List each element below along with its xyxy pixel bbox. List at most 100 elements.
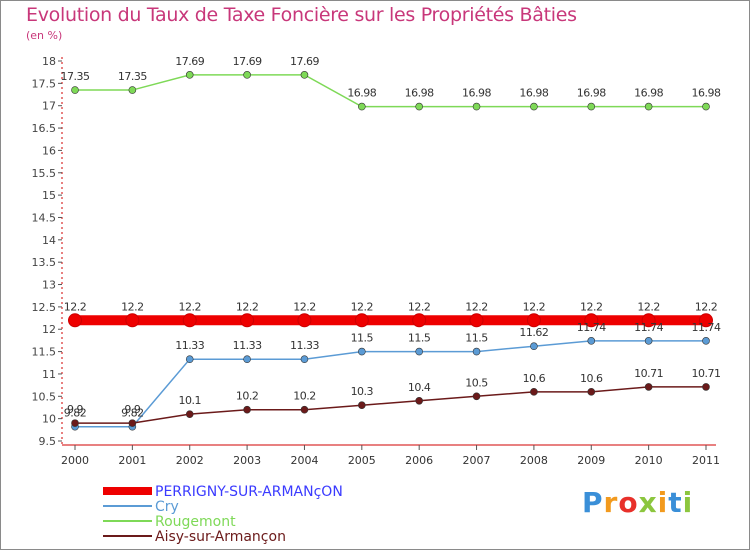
x-tick-label: 2000 — [61, 454, 89, 467]
data-point — [530, 102, 538, 111]
data-label: 11.5 — [351, 332, 374, 345]
data-point — [243, 71, 251, 79]
series-line — [75, 74, 706, 108]
x-tick-label: 2010 — [635, 454, 663, 467]
y-tick-label: 10 — [42, 413, 56, 426]
data-label: 9.9 — [67, 403, 83, 416]
data-label: 12.2 — [465, 300, 488, 313]
legend: PERRIGNY-SUR-ARMANçONCryRougemontAisy-su… — [103, 484, 343, 545]
data-point — [358, 401, 366, 410]
legend-label: Cry — [155, 499, 179, 515]
data-label: 10.71 — [692, 367, 721, 380]
data-label: 12.2 — [695, 300, 718, 313]
data-point — [240, 313, 255, 328]
y-tick-label: 15.5 — [32, 167, 57, 180]
data-point — [358, 102, 366, 111]
data-point — [644, 383, 653, 391]
y-tick-label: 18 — [42, 55, 56, 68]
data-label: 11.74 — [692, 321, 721, 334]
data-label: 11.33 — [175, 339, 204, 352]
series-line — [75, 340, 706, 428]
x-tick-label: 2006 — [405, 454, 433, 467]
chart-title: Evolution du Taux de Taxe Foncière sur l… — [26, 4, 577, 26]
x-tick-label: 2007 — [463, 454, 491, 467]
data-point — [472, 347, 481, 356]
chart-subtitle: (en %) — [26, 29, 63, 42]
data-label: 17.69 — [175, 55, 204, 68]
y-tick-label: 12 — [42, 323, 56, 336]
y-tick-label: 17.5 — [32, 77, 57, 90]
data-label: 12.2 — [121, 300, 144, 313]
y-tick-label: 12.5 — [32, 301, 57, 314]
data-label: 17.69 — [233, 55, 262, 68]
data-label: 11.74 — [577, 321, 606, 334]
data-point — [182, 313, 197, 328]
data-label: 16.98 — [405, 87, 434, 100]
data-label: 16.98 — [692, 87, 721, 100]
data-label: 11.5 — [465, 332, 488, 345]
data-point — [530, 342, 538, 351]
data-labels-layer: 12.2 12.2 12.2 12.2 12.2 12.2 12.2 12.2 12.2 12.2… — [61, 55, 722, 420]
data-label: 12.2 — [408, 300, 431, 313]
data-point — [354, 313, 369, 328]
data-point — [71, 86, 79, 94]
data-point — [128, 419, 137, 427]
data-point — [358, 347, 366, 356]
data-point — [530, 388, 538, 396]
data-label: 16.98 — [577, 87, 606, 100]
data-label: 9.9 — [124, 403, 140, 416]
data-label: 10.5 — [465, 376, 488, 389]
x-tick-label: 2011 — [692, 454, 720, 467]
y-tick-label: 17 — [42, 100, 56, 113]
data-point — [185, 410, 194, 418]
data-point — [526, 313, 541, 328]
data-point — [71, 419, 79, 427]
logo-letter: P — [582, 486, 604, 519]
axes: 9.5 10 10.5 11 11.5 12 12.5 13 13.5 14 14.5 15 15.5 1… — [32, 55, 721, 467]
x-tick-label: 2009 — [577, 454, 605, 467]
data-point — [185, 71, 194, 79]
data-point — [472, 392, 481, 401]
logo-letter: i — [682, 486, 694, 519]
data-point — [68, 313, 82, 328]
data-label: 12.2 — [236, 300, 259, 313]
y-tick-label: 11 — [42, 368, 56, 381]
y-tick-label: 10.5 — [32, 390, 57, 403]
x-tick-label: 2002 — [176, 454, 204, 467]
data-label: 10.2 — [293, 390, 316, 403]
logo-letter: o — [618, 486, 639, 519]
data-label: 9.82 — [64, 407, 87, 420]
data-point — [415, 347, 423, 356]
data-point — [415, 102, 423, 111]
data-label: 17.35 — [61, 70, 90, 83]
proxiti-logo: Proxiti — [582, 486, 693, 519]
y-tick-label: 13.5 — [32, 256, 57, 269]
data-label: 10.4 — [408, 381, 431, 394]
data-label: 16.98 — [462, 87, 491, 100]
data-point — [641, 313, 656, 328]
data-label: 10.1 — [178, 394, 201, 407]
data-label: 16.98 — [519, 87, 548, 100]
data-point — [702, 337, 710, 345]
data-point — [128, 86, 137, 94]
data-point — [702, 383, 710, 391]
data-label: 11.62 — [519, 326, 548, 339]
logo-letter: r — [603, 486, 619, 519]
y-tick-label: 11.5 — [32, 346, 57, 359]
logo-letter: t — [668, 486, 683, 519]
data-label: 16.98 — [634, 87, 663, 100]
logo-letter: i — [657, 486, 669, 519]
series-line — [75, 386, 706, 424]
y-tick-label: 9.5 — [39, 435, 57, 448]
data-point — [415, 396, 423, 405]
y-tick-label: 13 — [42, 279, 56, 292]
data-label: 12.2 — [293, 300, 316, 313]
data-point — [472, 102, 481, 111]
data-point — [300, 71, 309, 79]
data-label: 16.98 — [347, 87, 376, 100]
data-point — [587, 388, 596, 396]
x-tick-label: 2003 — [233, 454, 261, 467]
data-point — [297, 313, 312, 328]
data-point — [702, 102, 710, 111]
